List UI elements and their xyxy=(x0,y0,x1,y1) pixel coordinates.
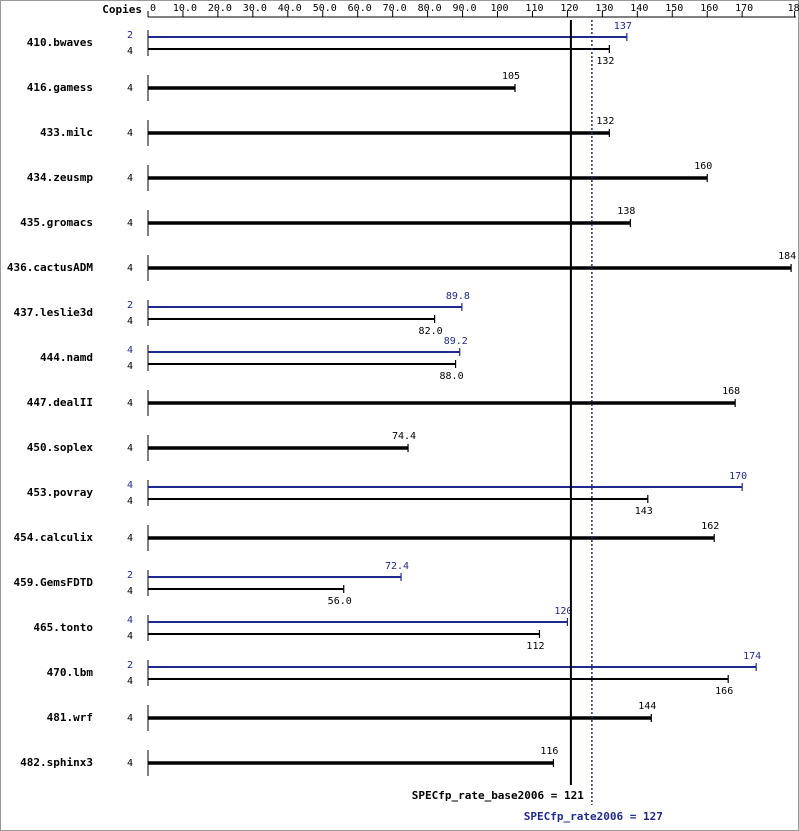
copies-label: 4 xyxy=(127,631,133,642)
copies-label: 2 xyxy=(127,300,133,311)
copies-label: 4 xyxy=(127,398,133,409)
copies-label: 2 xyxy=(127,660,133,671)
value-label: 82.0 xyxy=(419,326,443,337)
benchmark-name: 447.dealII xyxy=(27,396,93,409)
benchmark-name: 481.wrf xyxy=(47,711,93,724)
benchmark-name: 465.tonto xyxy=(33,621,93,634)
x-tick-label: 60.0 xyxy=(348,3,372,14)
benchmark-name: 470.lbm xyxy=(47,666,94,679)
copies-label: 4 xyxy=(127,480,133,491)
value-label: 144 xyxy=(638,701,656,712)
benchmark-name: 410.bwaves xyxy=(27,36,93,49)
copies-label: 4 xyxy=(127,218,133,229)
value-label: 170 xyxy=(729,471,747,482)
benchmark-name: 459.GemsFDTD xyxy=(14,576,94,589)
value-label: 74.4 xyxy=(392,431,416,442)
value-label: 166 xyxy=(715,686,733,697)
benchmark-name: 454.calculix xyxy=(14,531,94,544)
reference-label: SPECfp_rate_base2006 = 121 xyxy=(412,789,585,802)
x-tick-label: 185 xyxy=(788,3,799,14)
value-label: 105 xyxy=(502,71,520,82)
value-label: 132 xyxy=(596,116,614,127)
value-label: 132 xyxy=(596,56,614,67)
value-label: 184 xyxy=(778,251,796,262)
copies-label: 4 xyxy=(127,173,133,184)
x-tick-label: 80.0 xyxy=(418,3,442,14)
value-label: 138 xyxy=(617,206,635,217)
value-label: 137 xyxy=(614,21,632,32)
benchmark-name: 436.cactusADM xyxy=(7,261,93,274)
benchmark-name: 434.zeusmp xyxy=(27,171,94,184)
copies-label: 4 xyxy=(127,83,133,94)
x-tick-label: 150 xyxy=(665,3,683,14)
x-tick-label: 90.0 xyxy=(453,3,477,14)
x-tick-label: 110 xyxy=(525,3,543,14)
copies-label: 4 xyxy=(127,345,133,356)
x-tick-label: 50.0 xyxy=(313,3,337,14)
copies-label: 2 xyxy=(127,570,133,581)
x-tick-label: 160 xyxy=(700,3,718,14)
benchmark-name: 444.namd xyxy=(40,351,93,364)
axis-title: Copies xyxy=(102,3,142,16)
x-tick-label: 120 xyxy=(560,3,578,14)
x-tick-label: 170 xyxy=(735,3,753,14)
x-tick-label: 0 xyxy=(150,3,156,14)
copies-label: 4 xyxy=(127,46,133,57)
benchmark-name: 450.soplex xyxy=(27,441,94,454)
copies-label: 4 xyxy=(127,533,133,544)
copies-label: 4 xyxy=(127,316,133,327)
x-tick-label: 10.0 xyxy=(173,3,197,14)
benchmark-name: 433.milc xyxy=(40,126,93,139)
copies-label: 4 xyxy=(127,263,133,274)
value-label: 112 xyxy=(526,641,544,652)
reference-label: SPECfp_rate2006 = 127 xyxy=(524,810,663,823)
copies-label: 4 xyxy=(127,713,133,724)
benchmark-name: 453.povray xyxy=(27,486,94,499)
copies-label: 4 xyxy=(127,128,133,139)
x-tick-label: 30.0 xyxy=(243,3,267,14)
copies-label: 4 xyxy=(127,443,133,454)
value-label: 120 xyxy=(554,606,572,617)
value-label: 89.2 xyxy=(444,336,468,347)
x-tick-label: 140 xyxy=(630,3,648,14)
x-tick-label: 70.0 xyxy=(383,3,407,14)
value-label: 162 xyxy=(701,521,719,532)
value-label: 143 xyxy=(635,506,653,517)
benchmark-name: 416.gamess xyxy=(27,81,93,94)
x-tick-label: 130 xyxy=(595,3,613,14)
copies-label: 4 xyxy=(127,615,133,626)
benchmark-name: 435.gromacs xyxy=(20,216,93,229)
copies-label: 4 xyxy=(127,496,133,507)
x-tick-label: 40.0 xyxy=(278,3,302,14)
copies-label: 2 xyxy=(127,30,133,41)
value-label: 88.0 xyxy=(440,371,464,382)
copies-label: 4 xyxy=(127,361,133,372)
value-label: 56.0 xyxy=(328,596,352,607)
x-tick-label: 20.0 xyxy=(208,3,232,14)
copies-label: 4 xyxy=(127,586,133,597)
value-label: 116 xyxy=(540,746,558,757)
value-label: 72.4 xyxy=(385,561,409,572)
copies-label: 4 xyxy=(127,758,133,769)
x-tick-label: 100 xyxy=(490,3,508,14)
benchmark-name: 437.leslie3d xyxy=(14,306,93,319)
value-label: 160 xyxy=(694,161,712,172)
benchmark-name: 482.sphinx3 xyxy=(20,756,93,769)
copies-label: 4 xyxy=(127,676,133,687)
value-label: 174 xyxy=(743,651,761,662)
value-label: 168 xyxy=(722,386,740,397)
value-label: 89.8 xyxy=(446,291,470,302)
